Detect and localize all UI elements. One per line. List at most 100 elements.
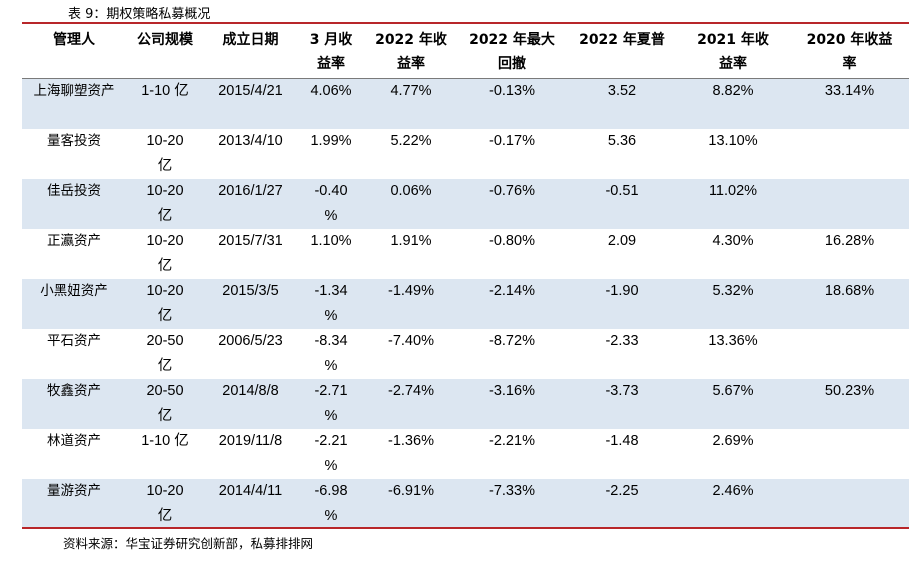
manager-cell: 量客投资 xyxy=(47,133,101,149)
founded-cell: 2014/4/11 xyxy=(204,479,297,529)
drawdown-2022-cell: -0.17% xyxy=(489,133,535,149)
return-2022-cell: -1.49% xyxy=(365,279,457,329)
scale-cell: 20-50 亿 xyxy=(126,379,204,429)
header-row: 管理人 公司规模 成立日期 3 月收益率 2022 年收益率 2022 年最大回… xyxy=(22,26,909,79)
march-return-cell: -2.21 % xyxy=(314,433,348,474)
march-return-cell: 4.06% xyxy=(297,78,365,129)
return-2022-cell: 0.06% xyxy=(365,179,457,229)
options-strategy-table: 管理人 公司规模 成立日期 3 月收益率 2022 年收益率 2022 年最大回… xyxy=(22,26,909,529)
founded-cell: 2015/3/5 xyxy=(204,279,297,329)
return-2020-cell: 16.28% xyxy=(824,233,875,249)
scale-cell: 1-10 亿 xyxy=(126,78,204,129)
sharpe-2022-cell: 2.09 xyxy=(607,233,637,249)
return-2022-cell: 1.91% xyxy=(390,233,432,249)
scale-cell: 10-20 亿 xyxy=(146,133,184,174)
table-row: 正瀛资产 10-20 亿 2015/7/31 1.10% 1.91% -0.80… xyxy=(22,229,909,279)
bottom-rule xyxy=(22,527,909,529)
march-return-cell: -1.34 % xyxy=(297,279,365,329)
march-return-cell: 1.10% xyxy=(310,233,352,249)
sharpe-2022-cell: -0.51 xyxy=(567,179,677,229)
table-row: 量客投资 10-20 亿 2013/4/10 1.99% 5.22% -0.17… xyxy=(22,129,909,179)
drawdown-2022-cell: -0.80% xyxy=(489,233,535,249)
founded-cell: 2014/8/8 xyxy=(204,379,297,429)
table-row: 小黑妞资产 10-20 亿 2015/3/5 -1.34 % -1.49% -2… xyxy=(22,279,909,329)
return-2020-cell xyxy=(789,479,909,529)
return-2021-cell: 4.30% xyxy=(712,233,754,249)
sharpe-2022-cell: -2.33 xyxy=(605,333,639,349)
founded-cell: 2006/5/23 xyxy=(218,333,283,349)
return-2021-cell: 11.02% xyxy=(677,179,789,229)
return-2020-cell xyxy=(789,329,909,379)
return-2020-cell: 33.14% xyxy=(789,78,909,129)
scale-cell: 20-50 亿 xyxy=(146,333,184,374)
manager-cell: 平石资产 xyxy=(47,333,101,349)
return-2021-cell: 13.10% xyxy=(708,133,758,149)
col-header-2022-sharpe: 2022 年夏普 xyxy=(567,26,677,79)
manager-cell: 量游资产 xyxy=(22,479,126,529)
col-header-2022-drawdown: 2022 年最大回撤 xyxy=(457,26,567,79)
return-2021-cell: 13.36% xyxy=(708,333,758,349)
table-row: 上海聊塑资产 1-10 亿 2015/4/21 4.06% 4.77% -0.1… xyxy=(22,78,909,129)
table-row: 佳岳投资 10-20 亿 2016/1/27 -0.40 % 0.06% -0.… xyxy=(22,179,909,229)
sharpe-2022-cell: 5.36 xyxy=(607,133,637,149)
manager-cell: 正瀛资产 xyxy=(47,233,101,249)
scale-cell: 1-10 亿 xyxy=(141,433,189,449)
march-return-cell: -6.98 % xyxy=(297,479,365,529)
scale-cell: 10-20 亿 xyxy=(146,233,184,274)
drawdown-2022-cell: -2.21% xyxy=(489,433,535,449)
source-note: 资料来源：华宝证券研究创新部，私募排排网 xyxy=(63,536,314,551)
founded-cell: 2015/7/31 xyxy=(218,233,283,249)
return-2021-cell: 5.32% xyxy=(677,279,789,329)
return-2022-cell: -6.91% xyxy=(365,479,457,529)
manager-cell: 小黑妞资产 xyxy=(22,279,126,329)
return-2021-cell: 2.69% xyxy=(712,433,754,449)
return-2022-cell: -2.74% xyxy=(365,379,457,429)
manager-cell: 牧鑫资产 xyxy=(22,379,126,429)
col-header-march-return: 3 月收益率 xyxy=(297,26,365,79)
founded-cell: 2013/4/10 xyxy=(218,133,283,149)
table-row: 林道资产 1-10 亿 2019/11/8 -2.21 % -1.36% -2.… xyxy=(22,429,909,479)
return-2021-cell: 5.67% xyxy=(677,379,789,429)
return-2020-cell: 18.68% xyxy=(789,279,909,329)
march-return-cell: 1.99% xyxy=(310,133,352,149)
manager-cell: 佳岳投资 xyxy=(22,179,126,229)
sharpe-2022-cell: 3.52 xyxy=(567,78,677,129)
col-header-founded: 成立日期 xyxy=(204,26,297,79)
sharpe-2022-cell: -1.48 xyxy=(605,433,639,449)
founded-cell: 2015/4/21 xyxy=(204,78,297,129)
march-return-cell: -8.34 % xyxy=(314,333,348,374)
scale-cell: 10-20 亿 xyxy=(126,479,204,529)
sharpe-2022-cell: -2.25 xyxy=(567,479,677,529)
march-return-cell: -0.40 % xyxy=(297,179,365,229)
sharpe-2022-cell: -3.73 xyxy=(567,379,677,429)
scale-cell: 10-20 亿 xyxy=(126,179,204,229)
scale-cell: 10-20 亿 xyxy=(126,279,204,329)
return-2021-cell: 2.46% xyxy=(677,479,789,529)
drawdown-2022-cell: -7.33% xyxy=(457,479,567,529)
top-rule xyxy=(22,22,909,24)
return-2021-cell: 8.82% xyxy=(677,78,789,129)
return-2020-cell xyxy=(789,429,909,479)
col-header-scale: 公司规模 xyxy=(126,26,204,79)
drawdown-2022-cell: -0.13% xyxy=(457,78,567,129)
sharpe-2022-cell: -1.90 xyxy=(567,279,677,329)
drawdown-2022-cell: -3.16% xyxy=(457,379,567,429)
return-2020-cell: 50.23% xyxy=(789,379,909,429)
return-2020-cell xyxy=(789,179,909,229)
table-row: 量游资产 10-20 亿 2014/4/11 -6.98 % -6.91% -7… xyxy=(22,479,909,529)
col-header-2022-return: 2022 年收益率 xyxy=(365,26,457,79)
return-2022-cell: -1.36% xyxy=(388,433,434,449)
manager-cell: 林道资产 xyxy=(47,433,101,449)
founded-cell: 2019/11/8 xyxy=(218,433,283,449)
col-header-manager: 管理人 xyxy=(22,26,126,79)
drawdown-2022-cell: -0.76% xyxy=(457,179,567,229)
table-row: 平石资产 20-50 亿 2006/5/23 -8.34 % -7.40% -8… xyxy=(22,329,909,379)
march-return-cell: -2.71 % xyxy=(297,379,365,429)
drawdown-2022-cell: -8.72% xyxy=(489,333,535,349)
return-2022-cell: 4.77% xyxy=(365,78,457,129)
drawdown-2022-cell: -2.14% xyxy=(457,279,567,329)
table-caption: 表 9：期权策略私募概况 xyxy=(68,7,211,22)
table-row: 牧鑫资产 20-50 亿 2014/8/8 -2.71 % -2.74% -3.… xyxy=(22,379,909,429)
col-header-2021-return: 2021 年收益率 xyxy=(677,26,789,79)
return-2022-cell: -7.40% xyxy=(388,333,434,349)
